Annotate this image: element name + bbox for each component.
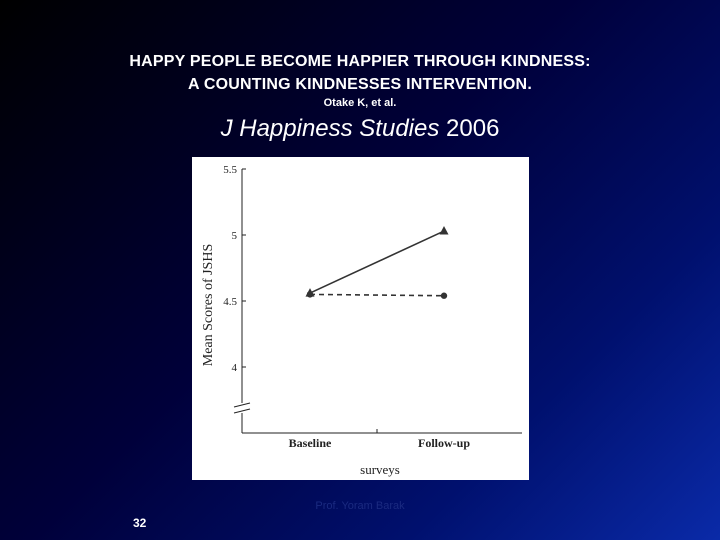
footer-credit: Prof. Yoram Barak — [315, 500, 405, 512]
page-number: 32 — [133, 516, 147, 530]
y-tick-label: 5 — [232, 230, 238, 242]
line-chart: 4 4.5 5 5.5 Baseline Follow-up Mean Scores of… — [201, 164, 522, 477]
axis-break-mark — [233, 408, 251, 414]
data-point-circle — [440, 292, 448, 299]
journal-name: J Happiness Studies — [220, 115, 440, 142]
chart-panel: 4 4.5 5 5.5 Baseline Follow-up Mean Scores of… — [192, 157, 529, 480]
data-point-triangle — [439, 226, 449, 235]
y-axis-label: Mean Scores of JSHS — [201, 244, 216, 367]
y-tick-label: 5.5 — [223, 164, 237, 176]
x-tick-label: Follow-up — [418, 436, 470, 450]
authors: Otake K, et al. — [323, 97, 397, 109]
series-line-1 — [309, 230, 445, 294]
chart-axes — [233, 169, 522, 434]
series-line-2 — [309, 293, 445, 297]
y-tick-label: 4.5 — [223, 296, 237, 308]
x-axis-label: surveys — [360, 462, 400, 477]
journal-year: 2006 — [439, 115, 500, 142]
y-tick-label: 4 — [232, 362, 238, 374]
slide-title-line1-text: HAPPY PEOPLE BECOME HAPPIER THROUGH KIND… — [129, 53, 586, 70]
journal-citation: J Happiness Studies 2006 — [0, 115, 720, 143]
chart-series — [305, 226, 449, 299]
slide-title-line1-punct: : — [585, 53, 591, 70]
data-point-circle — [306, 291, 314, 298]
slide-title-line2-text: A COUNTING KINDNESSES INTERVENTION — [188, 76, 528, 93]
chart-ticks: 4 4.5 5 5.5 Baseline Follow-up — [223, 164, 470, 450]
x-tick-label: Baseline — [289, 436, 332, 450]
slide-title-line1: HAPPY PEOPLE BECOME HAPPIER THROUGH KIND… — [0, 53, 720, 71]
axis-break-mark — [233, 402, 251, 408]
slide-title-line2: A COUNTING KINDNESSES INTERVENTION. — [0, 76, 720, 94]
slide-title-line2-punct: . — [527, 76, 532, 93]
